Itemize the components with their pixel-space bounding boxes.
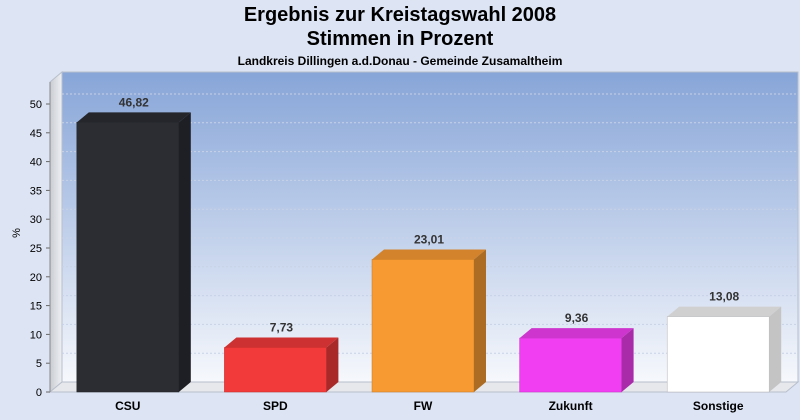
bar (519, 328, 634, 393)
bar (76, 112, 191, 393)
y-tick-label: 35 (30, 185, 42, 197)
bar (666, 306, 782, 393)
bar-side (769, 306, 782, 392)
bar-side (474, 249, 486, 392)
bar-front (76, 122, 180, 393)
y-tick-label: 45 (30, 128, 42, 140)
y-tick-label: 5 (36, 358, 42, 370)
y-tick-label: 20 (30, 272, 42, 284)
bar-value-label: 46,82 (119, 95, 149, 109)
bar-value-label: 9,36 (565, 311, 589, 325)
bar-top (372, 249, 486, 260)
bar-top (224, 337, 339, 348)
x-category-label: FW (414, 399, 433, 413)
plot-side-wall (49, 70, 63, 394)
chart-title: Ergebnis zur Kreistagswahl 2008 (243, 4, 557, 26)
bar (371, 249, 486, 393)
x-category-label: Sonstige (693, 399, 744, 413)
chart-subtitle: Stimmen in Prozent (306, 28, 494, 50)
y-tick-label: 40 (30, 157, 42, 169)
y-tick-label: 25 (30, 243, 42, 255)
bar-side (326, 337, 339, 392)
x-category-label: CSU (115, 399, 140, 413)
bar-front (371, 259, 475, 393)
y-axis-label: % (11, 228, 23, 238)
y-tick-label: 15 (30, 301, 42, 313)
bar-front (666, 316, 770, 393)
bar-side (621, 328, 634, 392)
x-category-label: SPD (263, 399, 288, 413)
y-tick-label: 30 (30, 214, 42, 226)
y-tick-label: 50 (30, 99, 42, 111)
bar-top (76, 112, 191, 123)
chart-subtitle-region: Landkreis Dillingen a.d.Donau - Gemeinde… (237, 54, 563, 68)
bar-value-label: 23,01 (414, 232, 444, 246)
bar-top (519, 328, 634, 339)
bar (224, 337, 339, 393)
y-tick-label: 0 (36, 387, 42, 399)
bar-side (178, 112, 191, 392)
bar-top (667, 306, 782, 317)
bar-value-label: 7,73 (270, 320, 294, 334)
bar-value-label: 13,08 (709, 290, 739, 304)
bar-front (519, 337, 622, 393)
y-tick-label: 10 (30, 329, 42, 341)
bar-front (224, 347, 327, 393)
x-category-label: Zukunft (549, 399, 593, 413)
